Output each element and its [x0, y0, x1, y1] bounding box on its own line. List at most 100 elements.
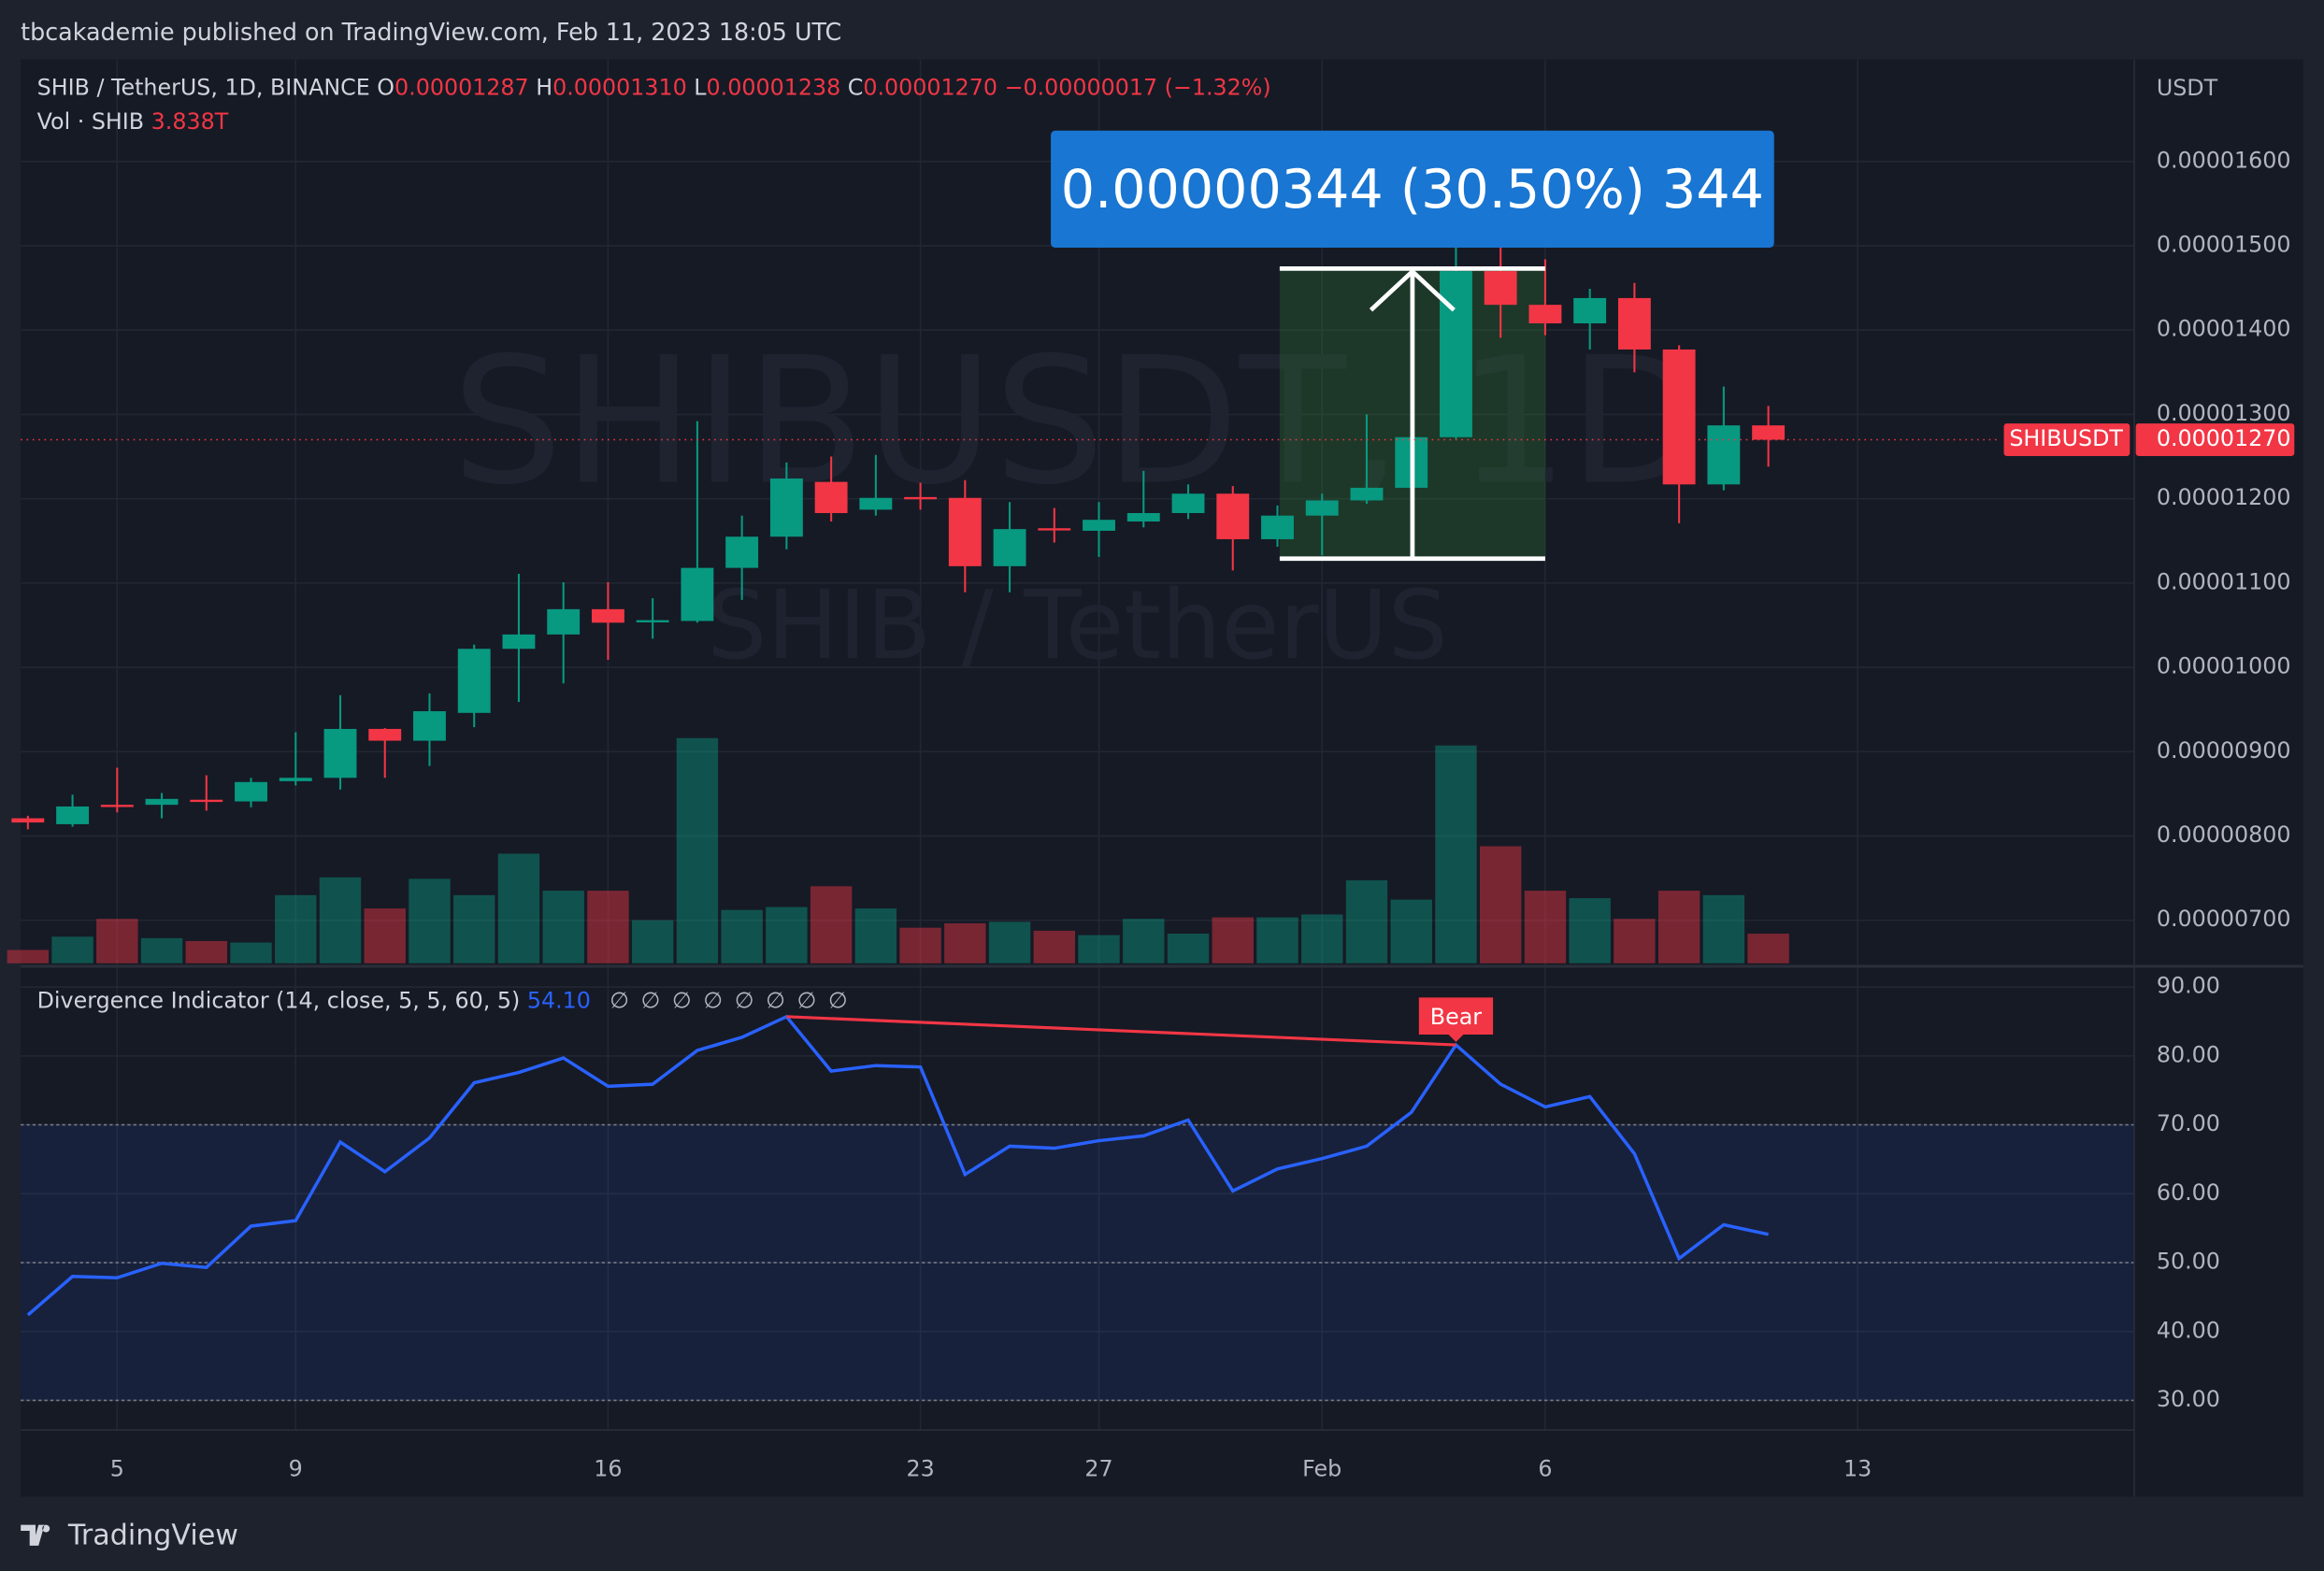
candle-body — [591, 608, 624, 623]
candle-body — [1305, 500, 1339, 516]
y-tick-label: 0.00001400 — [2157, 316, 2291, 342]
y-tick-label: 0.00001100 — [2157, 568, 2291, 594]
chart-area — [21, 59, 2303, 1497]
volume-bar — [319, 877, 362, 964]
volume-bar — [854, 908, 897, 964]
bear-tag — [1418, 997, 1494, 1042]
bear-tag-text: Bear — [1430, 1004, 1482, 1030]
x-tick-label: 16 — [594, 1455, 622, 1481]
ind-tick-label: 50.00 — [2157, 1249, 2220, 1275]
legend-l: L — [694, 75, 707, 101]
candle-body — [413, 711, 446, 741]
ind-tick-label: 70.00 — [2157, 1110, 2220, 1136]
ind-tick-label: 80.00 — [2157, 1041, 2220, 1067]
indicator-line — [26, 1014, 1769, 1317]
na-symbol: ∅ — [703, 987, 723, 1013]
na-symbol: ∅ — [672, 987, 692, 1013]
legend: SHIB / TetherUS, 1D, BINANCE O0.00001287… — [37, 75, 1271, 101]
volume-bar — [1123, 919, 1165, 964]
candle-body — [1350, 487, 1384, 501]
candle-body — [145, 798, 179, 806]
divergence-line — [786, 1015, 1456, 1047]
y-tick-label: 0.00001600 — [2157, 147, 2291, 173]
volume-bar — [988, 921, 1031, 964]
volume-bar — [96, 919, 138, 964]
ind-tick-label: 40.00 — [2157, 1317, 2220, 1343]
volume-bar — [1657, 891, 1700, 964]
volume-bar — [1167, 934, 1210, 964]
candle-body — [1440, 271, 1472, 437]
candle-body — [725, 536, 759, 568]
volume-bar — [1301, 914, 1343, 964]
volume-bar — [140, 937, 183, 964]
candle-body — [56, 806, 90, 824]
candle-body — [1662, 349, 1696, 485]
candle-body — [1216, 493, 1250, 539]
legend-c: C — [848, 75, 864, 101]
y-tick-label: 0.00000900 — [2157, 737, 2291, 764]
volume-bar — [542, 891, 584, 964]
volume-bar — [899, 927, 941, 964]
y-tick-label: 0.00001000 — [2157, 653, 2291, 679]
volume-bar — [1345, 879, 1388, 964]
ind-tick-label: 30.00 — [2157, 1386, 2220, 1412]
y-tick-label: 0.00000700 — [2157, 906, 2291, 932]
volume-bar — [1256, 917, 1298, 964]
candle-body — [1484, 271, 1517, 306]
logo-icon — [21, 1524, 50, 1546]
volume-bar — [185, 940, 227, 964]
candle-body — [1261, 515, 1294, 539]
watermark-sub: SHIB / TetherUS — [707, 570, 1448, 680]
volume-legend: Vol · SHIB 3.838T — [37, 108, 229, 135]
published: tbcakademie published on TradingView.com… — [21, 18, 841, 46]
legend-change: −0.00000017 (−1.32%) — [1005, 75, 1271, 101]
volume-bar — [676, 737, 719, 964]
candle-body — [235, 781, 267, 802]
volume-bar — [1435, 745, 1477, 964]
volume-bar — [1747, 934, 1789, 964]
volume-bar — [364, 908, 406, 964]
x-tick-label: 27 — [1084, 1455, 1112, 1481]
candle-body — [814, 481, 848, 513]
candle-body — [1171, 493, 1205, 513]
candle-body — [1752, 425, 1786, 440]
na-symbol: ∅ — [766, 987, 785, 1013]
volume-bar — [810, 886, 853, 964]
legend-high: 0.00001310 — [552, 75, 687, 101]
volume-bar — [453, 894, 495, 964]
volume-bar — [1479, 846, 1522, 964]
candle-body — [279, 778, 312, 781]
candle-body — [323, 728, 357, 778]
symbol-tag — [2003, 423, 2130, 456]
na-symbol: ∅ — [796, 987, 816, 1013]
x-tick-label: 13 — [1843, 1455, 1872, 1481]
indicator-value: 54.10 — [527, 987, 591, 1013]
candle-body — [368, 728, 402, 741]
candle-body — [1707, 425, 1741, 485]
volume-bar — [51, 936, 93, 964]
volume-bar — [1614, 919, 1656, 964]
y-tick-label: 0.00001200 — [2157, 484, 2291, 510]
candle-body — [904, 496, 938, 500]
legend-h: H — [536, 75, 552, 101]
volume-bar — [1390, 899, 1432, 964]
plot: 0.00000344 (30.50%) 344 Bear — [7, 130, 2135, 1402]
x-tick-label: Feb — [1302, 1455, 1341, 1481]
indicator-title: Divergence Indicator (14, close, 5, 5, 6… — [37, 987, 521, 1013]
price-tag — [2135, 423, 2295, 456]
measure-arrow — [1369, 268, 1456, 559]
y-tick-label: 0.00001300 — [2157, 400, 2291, 426]
watermark: SHIBUSDT, 1D — [452, 320, 1703, 523]
legend-symbol: SHIB / TetherUS, 1D, BINANCE — [37, 75, 370, 101]
legend-open: 0.00001287 — [395, 75, 529, 101]
vol-title: Vol · SHIB — [37, 108, 145, 135]
volume-bar — [1078, 935, 1120, 964]
candle-body — [769, 478, 803, 537]
candle-body — [1573, 297, 1607, 324]
volume-bar — [631, 920, 674, 964]
volume-bar — [944, 922, 986, 964]
x-tick-label: 23 — [906, 1455, 934, 1481]
price-tag-text: 0.00001270 — [2157, 425, 2291, 451]
candle-body — [1617, 297, 1651, 350]
